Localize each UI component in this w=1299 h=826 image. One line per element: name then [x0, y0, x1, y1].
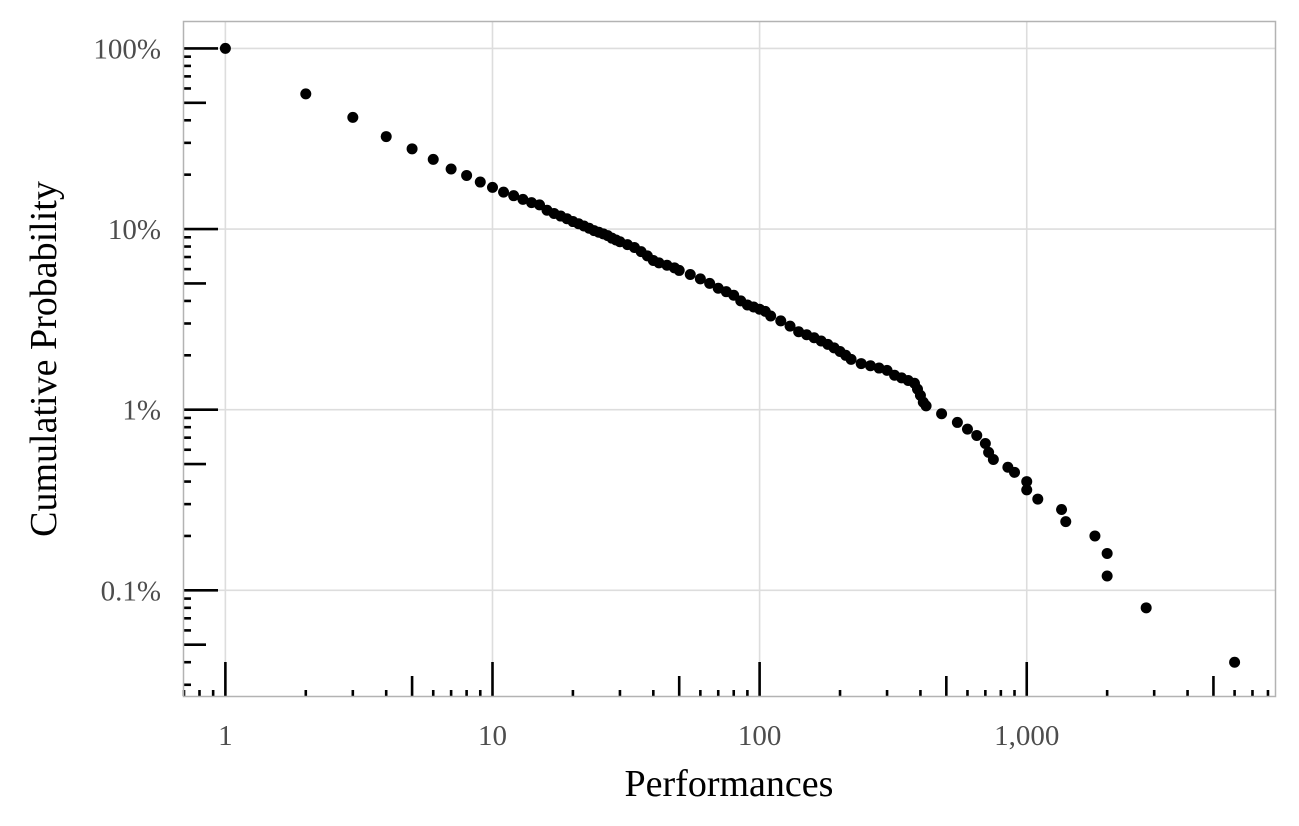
data-point [784, 320, 796, 332]
x-tick-label: 1 [218, 720, 233, 752]
data-point [864, 360, 876, 372]
data-point [1009, 466, 1021, 478]
data-point [347, 111, 359, 123]
y-tick-label: 0.1% [101, 575, 161, 607]
data-point [380, 131, 392, 143]
data-point [936, 408, 948, 420]
data-point [1056, 504, 1068, 516]
data-point [300, 88, 312, 100]
data-point [498, 186, 510, 198]
data-point [1032, 493, 1044, 505]
x-axis-title: Performances [625, 763, 834, 805]
data-point [1060, 516, 1072, 528]
data-point [1101, 570, 1113, 582]
data-point [1021, 476, 1033, 488]
data-point [219, 42, 231, 54]
data-point [694, 273, 706, 285]
data-point [855, 358, 867, 370]
data-point [673, 264, 685, 276]
log-tick-marks [182, 47, 1270, 696]
data-point [461, 169, 473, 181]
data-point [1140, 602, 1152, 614]
x-tick-labels: 1 10 100 1,000 [218, 720, 1059, 752]
y-axis-title: Cumulative Probability [23, 181, 65, 537]
data-point [474, 176, 486, 188]
data-point [971, 429, 983, 441]
data-point [845, 353, 857, 365]
data-point [508, 190, 520, 202]
data-point [961, 423, 973, 435]
x-tick-label: 1,000 [994, 720, 1059, 752]
grid-lines [184, 22, 1275, 696]
panel-border [182, 20, 1277, 698]
data-point [920, 400, 932, 412]
data-point [1101, 547, 1113, 559]
data-point [765, 310, 777, 322]
x-tick-label: 100 [738, 720, 782, 752]
y-tick-label: 100% [93, 33, 161, 65]
data-point [704, 277, 716, 289]
data-point [445, 163, 457, 175]
y-tick-label: 10% [108, 214, 161, 246]
data-points [219, 42, 1241, 668]
data-point [1089, 530, 1101, 542]
data-point [979, 437, 991, 449]
y-tick-label: 1% [122, 395, 161, 427]
data-point [427, 153, 439, 165]
y-tick-labels: 100% 10% 1% 0.1% [93, 33, 161, 607]
data-point [517, 193, 529, 205]
data-point [486, 181, 498, 193]
data-point [951, 416, 963, 428]
data-point [684, 269, 696, 281]
data-point [987, 453, 999, 465]
x-tick-label: 10 [478, 720, 507, 752]
data-point [1229, 656, 1241, 668]
data-point [406, 143, 418, 155]
data-point [775, 315, 787, 327]
data-point [1021, 484, 1033, 496]
